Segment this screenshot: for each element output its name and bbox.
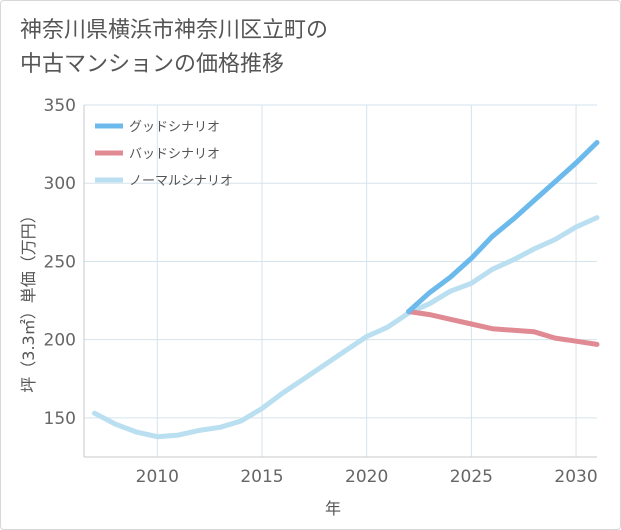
series-lines (92, 140, 600, 440)
x-tick-label: 2030 (554, 467, 597, 487)
y-tick-label: 150 (44, 409, 76, 429)
legend-label: ノーマルシナリオ (129, 174, 233, 189)
series-line-1 (406, 309, 600, 347)
y-tick-label: 350 (44, 96, 76, 116)
x-tick-label: 2025 (450, 467, 493, 487)
y-axis-title: 坪（3.3㎡）単価（万円） (19, 207, 38, 392)
chart-title-line-2: 中古マンションの価格推移 (20, 52, 285, 77)
series-line-2 (92, 215, 600, 440)
chart-title: 神奈川県横浜市神奈川区立町の 中古マンションの価格推移 (20, 14, 580, 82)
y-tick-label: 200 (44, 331, 76, 351)
x-axis-ticks: 2010 2015 2020 2025 2030 (136, 467, 598, 487)
x-tick-label: 2015 (240, 467, 283, 487)
y-tick-label: 250 (44, 252, 76, 272)
plot-border (83, 105, 597, 458)
chart-title-line-1: 神奈川県横浜市神奈川区立町の (20, 18, 329, 43)
y-tick-label: 300 (44, 174, 76, 194)
y-axis-ticks: 150 200 250 300 350 (44, 96, 76, 429)
legend-label: グッドシナリオ (129, 120, 220, 135)
x-axis-title: 年 (325, 499, 341, 518)
legend-label: バッドシナリオ (129, 147, 220, 162)
x-tick-label: 2010 (136, 467, 179, 487)
series-line-0 (406, 140, 600, 314)
x-tick-label: 2020 (345, 467, 388, 487)
grid-lines (84, 104, 597, 457)
